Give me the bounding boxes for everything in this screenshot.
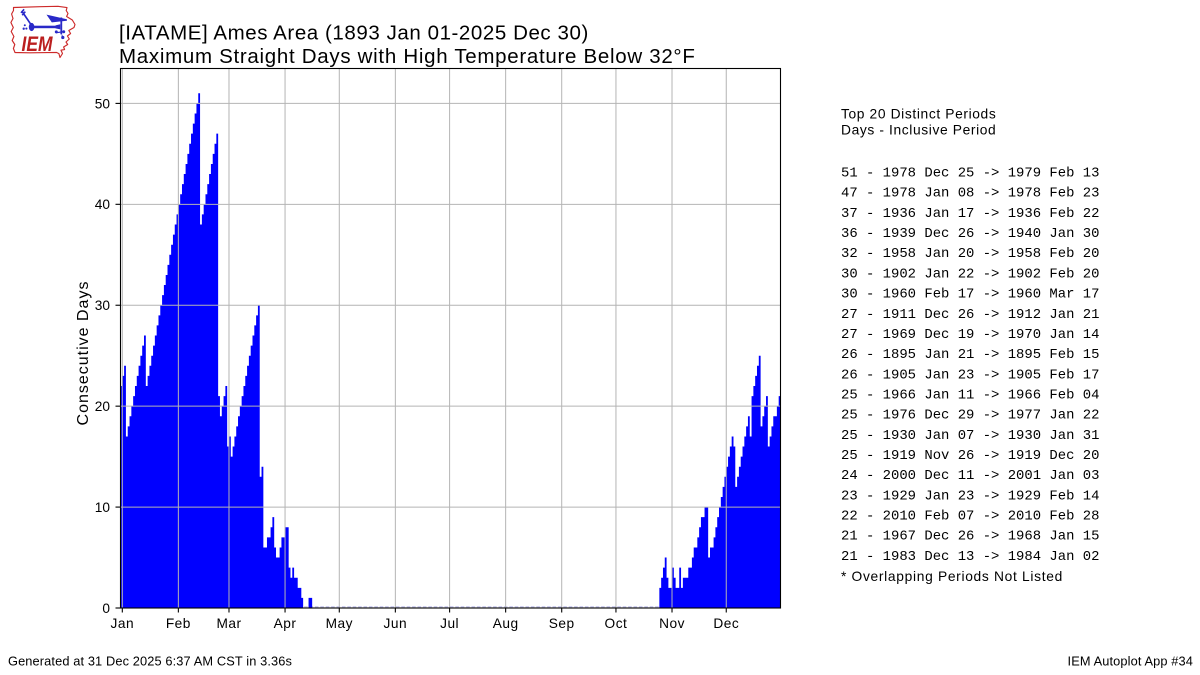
svg-text:36 - 1939 Dec 26 -> 1940 Jan 3: 36 - 1939 Dec 26 -> 1940 Jan 30	[841, 226, 1099, 242]
svg-text:20: 20	[95, 399, 111, 414]
svg-text:30 - 1960 Feb 17 -> 1960 Mar 1: 30 - 1960 Feb 17 -> 1960 Mar 17	[841, 287, 1099, 303]
svg-text:51 - 1978 Dec 25 -> 1979 Feb 1: 51 - 1978 Dec 25 -> 1979 Feb 13	[841, 166, 1099, 182]
svg-text:27 - 1911 Dec 26 -> 1912 Jan 2: 27 - 1911 Dec 26 -> 1912 Jan 21	[841, 307, 1099, 323]
svg-text:Jan: Jan	[111, 616, 135, 631]
svg-text:0: 0	[102, 601, 110, 616]
svg-text:26 - 1905 Jan 23 -> 1905 Feb 1: 26 - 1905 Jan 23 -> 1905 Feb 17	[841, 367, 1099, 383]
svg-text:26 - 1895 Jan 21 -> 1895 Feb 1: 26 - 1895 Jan 21 -> 1895 Feb 15	[841, 347, 1099, 363]
svg-text:Days - Inclusive Period: Days - Inclusive Period	[841, 122, 996, 137]
svg-text:Dec: Dec	[713, 616, 739, 631]
svg-text:Generated at 31 Dec 2025 6:37: Generated at 31 Dec 2025 6:37 AM CST in …	[8, 654, 292, 669]
svg-text:Apr: Apr	[274, 616, 297, 631]
svg-text:25 - 1976 Dec 29 -> 1977 Jan 2: 25 - 1976 Dec 29 -> 1977 Jan 22	[841, 408, 1099, 424]
svg-text:24 - 2000 Dec 11 -> 2001 Jan 0: 24 - 2000 Dec 11 -> 2001 Jan 03	[841, 468, 1099, 484]
svg-text:Consecutive Days: Consecutive Days	[75, 281, 92, 426]
svg-text:21 - 1983 Dec 13 -> 1984 Jan 0: 21 - 1983 Dec 13 -> 1984 Jan 02	[841, 549, 1099, 565]
svg-text:21 - 1967 Dec 26 -> 1968 Jan 1: 21 - 1967 Dec 26 -> 1968 Jan 15	[841, 529, 1099, 545]
svg-text:May: May	[326, 616, 353, 631]
svg-text:30 - 1902 Jan 22 -> 1902 Feb 2: 30 - 1902 Jan 22 -> 1902 Feb 20	[841, 266, 1099, 282]
svg-text:32 - 1958 Jan 20 -> 1958 Feb 2: 32 - 1958 Jan 20 -> 1958 Feb 20	[841, 246, 1099, 262]
svg-text:IEM Autoplot App #34: IEM Autoplot App #34	[1068, 654, 1193, 669]
svg-text:23 - 1929 Jan 23 -> 1929 Feb 1: 23 - 1929 Jan 23 -> 1929 Feb 14	[841, 488, 1099, 504]
svg-text:Sep: Sep	[549, 616, 575, 631]
svg-text:25 - 1919 Nov 26 -> 1919 Dec 2: 25 - 1919 Nov 26 -> 1919 Dec 20	[841, 448, 1099, 464]
svg-text:40: 40	[95, 197, 111, 212]
svg-text:Oct: Oct	[605, 616, 628, 631]
svg-text:Top 20 Distinct Periods: Top 20 Distinct Periods	[841, 107, 996, 122]
svg-text:37 - 1936 Jan 17 -> 1936 Feb 2: 37 - 1936 Jan 17 -> 1936 Feb 22	[841, 206, 1099, 222]
svg-text:Jun: Jun	[384, 616, 408, 631]
svg-text:22 - 2010 Feb 07 -> 2010 Feb 2: 22 - 2010 Feb 07 -> 2010 Feb 28	[841, 509, 1099, 525]
svg-text:25 - 1966 Jan 11 -> 1966 Feb 0: 25 - 1966 Jan 11 -> 1966 Feb 04	[841, 387, 1099, 403]
svg-text:30: 30	[95, 298, 111, 313]
svg-text:50: 50	[95, 96, 111, 111]
svg-text:Aug: Aug	[493, 616, 519, 631]
svg-text:Jul: Jul	[440, 616, 459, 631]
svg-text:Nov: Nov	[659, 616, 685, 631]
svg-text:47 - 1978 Jan 08 -> 1978 Feb 2: 47 - 1978 Jan 08 -> 1978 Feb 23	[841, 186, 1099, 202]
svg-text:10: 10	[95, 500, 111, 515]
svg-text:27 - 1969 Dec 19 -> 1970 Jan 1: 27 - 1969 Dec 19 -> 1970 Jan 14	[841, 327, 1099, 343]
svg-text:[IATAME] Ames Area (1893 Jan 0: [IATAME] Ames Area (1893 Jan 01-2025 Dec…	[119, 22, 589, 45]
svg-text:25 - 1930 Jan 07 -> 1930 Jan 3: 25 - 1930 Jan 07 -> 1930 Jan 31	[841, 428, 1099, 444]
svg-text:Maximum Straight Days with Hig: Maximum Straight Days with High Temperat…	[119, 45, 696, 68]
svg-text:Mar: Mar	[216, 616, 241, 631]
svg-text:IEM: IEM	[22, 33, 53, 56]
svg-text:* Overlapping Periods Not List: * Overlapping Periods Not Listed	[841, 569, 1063, 584]
svg-text:Feb: Feb	[166, 616, 191, 631]
